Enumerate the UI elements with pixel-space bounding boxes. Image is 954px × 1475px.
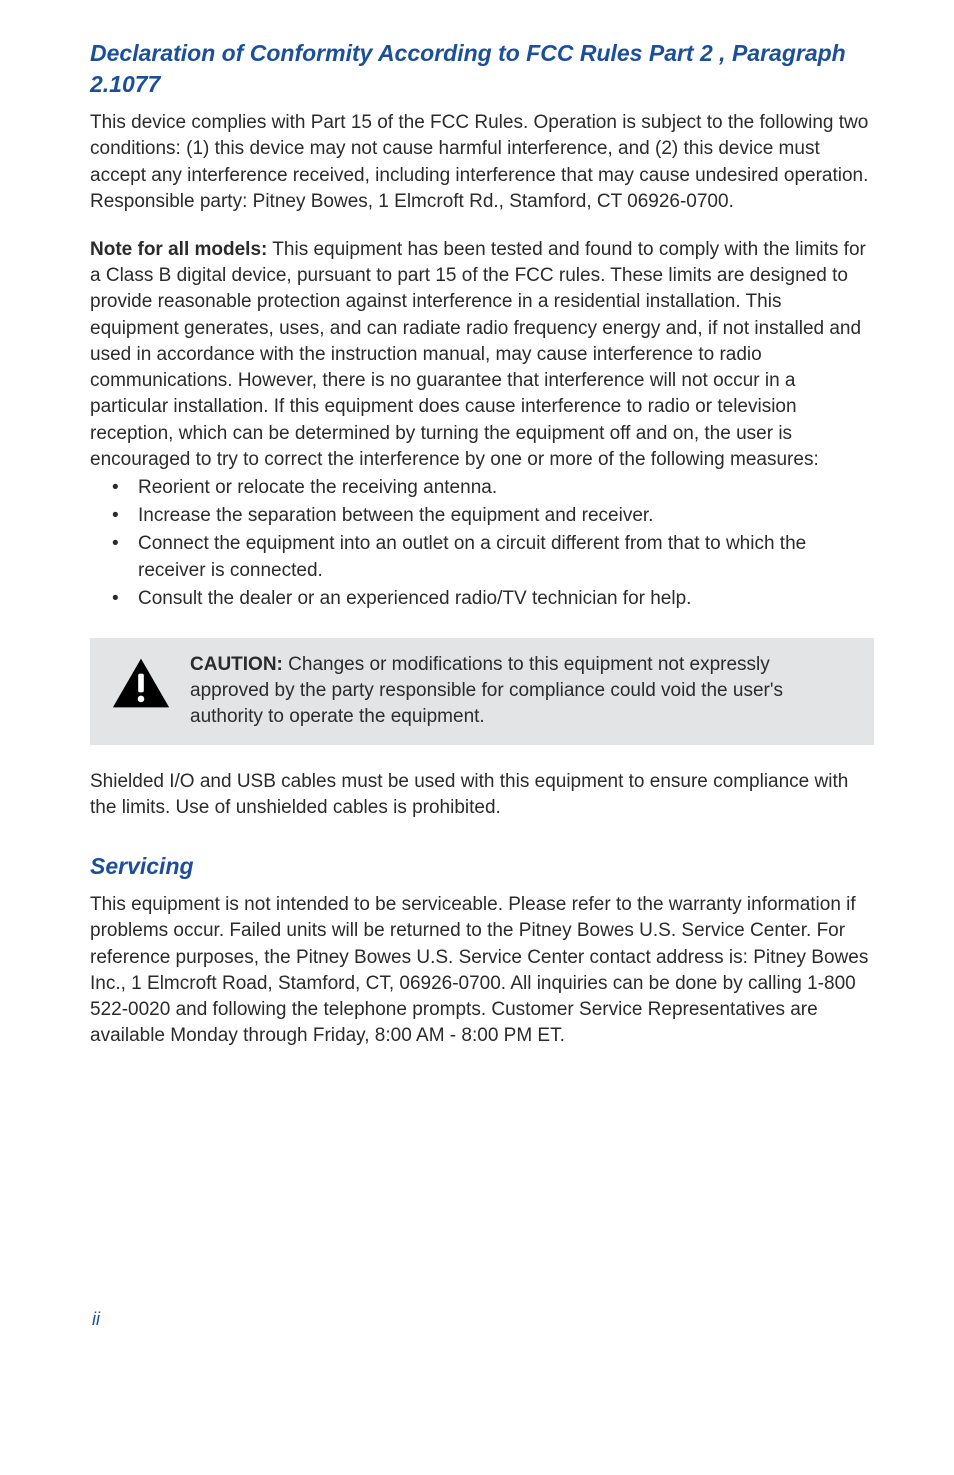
caution-label: CAUTION:: [190, 654, 283, 675]
page-number: ii: [90, 1309, 874, 1330]
interference-bullet-list: Reorient or relocate the receiving anten…: [90, 475, 874, 612]
servicing-body: This equipment is not intended to be ser…: [90, 892, 874, 1049]
list-item: Increase the separation between the equi…: [112, 503, 874, 529]
conformity-heading: Declaration of Conformity According to F…: [90, 38, 874, 100]
conformity-paragraph-1: This device complies with Part 15 of the…: [90, 110, 874, 215]
servicing-heading: Servicing: [90, 851, 874, 882]
list-item: Reorient or relocate the receiving anten…: [112, 475, 874, 501]
list-item: Connect the equipment into an outlet on …: [112, 531, 874, 583]
note-paragraph: Note for all models: This equipment has …: [90, 237, 874, 473]
note-body: This equipment has been tested and found…: [90, 239, 866, 470]
caution-callout: CAUTION: Changes or modifications to thi…: [90, 638, 874, 745]
caution-text: CAUTION: Changes or modifications to thi…: [176, 652, 854, 731]
shielded-cables-note: Shielded I/O and USB cables must be used…: [90, 769, 874, 821]
document-page: Declaration of Conformity According to F…: [0, 0, 954, 1370]
warning-icon: [106, 652, 176, 710]
list-item: Consult the dealer or an experienced rad…: [112, 586, 874, 612]
note-label: Note for all models:: [90, 239, 267, 260]
